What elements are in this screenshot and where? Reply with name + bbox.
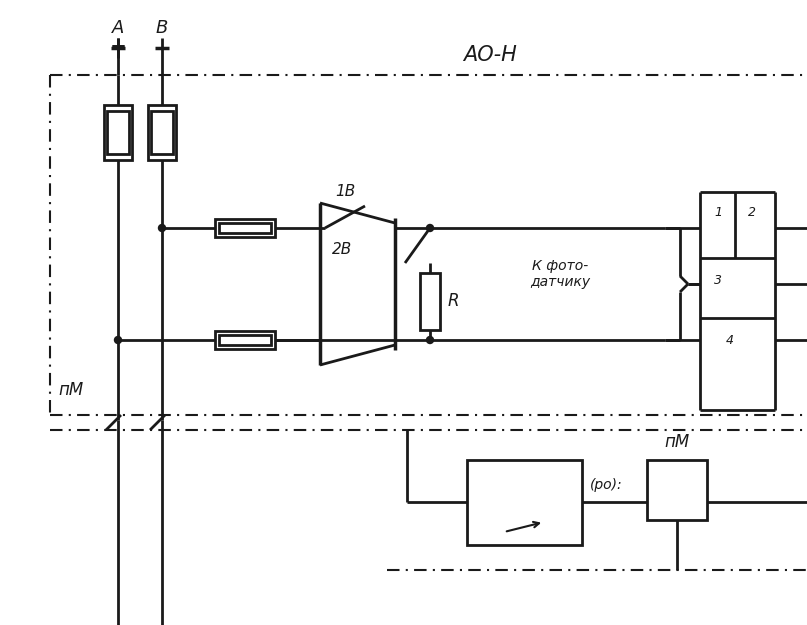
- Text: А: А: [112, 19, 124, 37]
- Bar: [151, 111, 173, 154]
- Bar: [420, 273, 440, 330]
- Bar: [647, 460, 707, 520]
- Bar: [467, 460, 582, 545]
- Bar: [219, 223, 271, 233]
- Circle shape: [427, 224, 433, 231]
- Text: 2В: 2В: [332, 242, 352, 258]
- Bar: [148, 105, 176, 160]
- Text: 4: 4: [726, 334, 734, 346]
- Bar: [215, 219, 275, 237]
- Text: В: В: [156, 19, 168, 37]
- Bar: [107, 111, 129, 154]
- Text: 2: 2: [748, 206, 756, 219]
- Text: ДСН: ДСН: [507, 484, 541, 499]
- Circle shape: [158, 224, 165, 231]
- Text: 1В: 1В: [335, 184, 355, 199]
- Text: К фото-
датчику: К фото- датчику: [530, 259, 590, 289]
- Text: пМ: пМ: [58, 381, 83, 399]
- Bar: [215, 331, 275, 349]
- Text: R: R: [448, 292, 459, 310]
- Text: (ро):: (ро):: [590, 478, 623, 492]
- Text: пМ: пМ: [664, 433, 690, 451]
- Bar: [219, 335, 271, 345]
- Text: 1: 1: [714, 206, 722, 219]
- Text: 3: 3: [714, 274, 722, 286]
- Bar: [104, 105, 132, 160]
- Text: АО-Н: АО-Н: [463, 45, 517, 65]
- Circle shape: [427, 336, 433, 344]
- Circle shape: [115, 336, 122, 344]
